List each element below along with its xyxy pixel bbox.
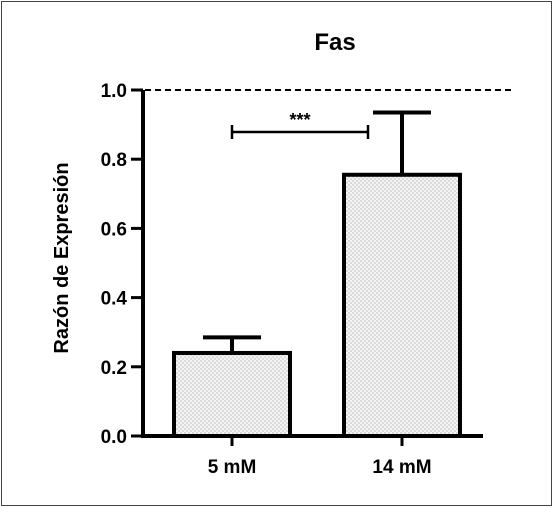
chart-title: Fas: [314, 29, 355, 56]
y-tick-label: 0.8: [101, 150, 127, 171]
y-tick-label: 0.0: [101, 427, 127, 448]
significance-label: ***: [289, 110, 310, 130]
y-tick-label: 0.6: [101, 219, 127, 240]
x-tick-label: 5 mM: [208, 457, 257, 478]
bar: [172, 350, 292, 438]
y-tick-label: 0.2: [101, 358, 127, 379]
significance-bracket: ***: [230, 110, 370, 139]
y-tick-label: 0.4: [101, 289, 128, 310]
y-axis-label: Razón de Expresión: [51, 162, 73, 353]
x-tick-label: 14 mM: [372, 457, 431, 478]
y-tick-label: 1.0: [101, 81, 127, 102]
bar: [342, 172, 462, 439]
